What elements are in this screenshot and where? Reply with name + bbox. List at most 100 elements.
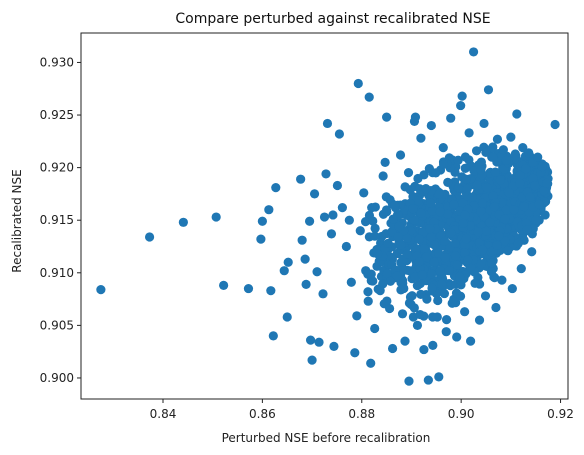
data-point (540, 210, 550, 220)
data-point (490, 167, 500, 177)
data-point (471, 146, 482, 156)
data-point (435, 207, 445, 217)
y-tick-label: 0.910 (40, 266, 74, 280)
data-point (264, 205, 274, 215)
data-point (485, 217, 495, 227)
data-point (534, 199, 544, 210)
data-point (530, 180, 540, 191)
data-point (319, 212, 330, 222)
x-tick-label: 0.86 (249, 407, 276, 421)
data-point (301, 279, 311, 289)
data-point (467, 192, 477, 202)
data-point (450, 238, 460, 248)
data-point (307, 355, 317, 365)
data-point (452, 260, 463, 270)
data-point (304, 216, 315, 226)
data-point (243, 283, 254, 294)
data-point (486, 267, 497, 277)
data-point (409, 303, 419, 313)
data-point (359, 188, 369, 198)
data-point (494, 231, 504, 241)
data-point (344, 215, 354, 225)
data-point (441, 327, 451, 337)
data-point (352, 311, 362, 321)
data-point (144, 232, 155, 242)
data-point (383, 238, 393, 248)
data-point (488, 152, 498, 162)
data-point (489, 201, 500, 212)
data-point (460, 248, 470, 258)
y-axis: 0.900 0.905 0.910 0.915 0.920 0.925 0.930 (40, 55, 81, 385)
data-point (410, 112, 421, 122)
data-point (321, 169, 331, 179)
data-point (428, 340, 438, 350)
data-point (481, 226, 491, 236)
data-point (329, 341, 339, 352)
data-point (409, 215, 419, 225)
data-point (435, 266, 445, 276)
data-point (367, 202, 377, 213)
data-point (431, 168, 441, 178)
data-point (396, 240, 406, 250)
data-point (373, 249, 383, 259)
data-point (350, 348, 360, 358)
data-point (504, 188, 514, 198)
data-point (355, 226, 365, 236)
data-point (419, 344, 429, 355)
data-point (531, 215, 541, 225)
data-point (346, 277, 356, 287)
data-point (423, 375, 433, 385)
data-point (507, 283, 517, 294)
data-point (463, 255, 473, 265)
data-point (341, 241, 351, 252)
data-point (449, 199, 459, 210)
data-point (433, 248, 444, 258)
data-point (378, 209, 389, 219)
data-point (476, 206, 486, 216)
data-point (312, 267, 322, 277)
data-point (441, 314, 452, 325)
data-point (393, 232, 403, 242)
data-point (434, 189, 444, 199)
data-point (515, 170, 525, 181)
data-point (483, 85, 494, 95)
data-point (506, 132, 516, 142)
data-point (495, 175, 506, 185)
data-point (414, 234, 425, 244)
chart-title: Compare perturbed against recalibrated N… (175, 11, 490, 27)
data-point (515, 178, 525, 188)
y-axis-label: Recalibrated NSE (10, 169, 24, 272)
data-point (472, 180, 482, 190)
data-point (443, 177, 453, 187)
data-point (432, 312, 442, 322)
data-point (395, 150, 406, 160)
data-point (501, 205, 511, 215)
data-point (537, 161, 547, 172)
data-point (400, 336, 410, 346)
data-point (426, 232, 436, 242)
data-point (266, 286, 276, 296)
data-point (492, 134, 503, 144)
data-point (406, 226, 416, 236)
y-tick-label: 0.925 (40, 108, 74, 122)
data-point (412, 281, 422, 291)
data-point (375, 286, 385, 296)
data-point (456, 100, 466, 111)
data-point (474, 315, 485, 325)
data-point (421, 252, 432, 262)
data-point (419, 243, 429, 254)
data-point (460, 210, 470, 220)
data-point (314, 337, 324, 347)
data-point (460, 163, 471, 173)
data-point (381, 192, 391, 202)
data-point (219, 280, 229, 291)
data-point (550, 119, 560, 130)
data-point (446, 113, 456, 123)
data-point (410, 272, 420, 282)
data-point (476, 165, 486, 175)
data-point (397, 309, 408, 319)
x-tick-label: 0.84 (150, 407, 177, 421)
data-point (297, 235, 307, 245)
data-point (361, 266, 371, 276)
